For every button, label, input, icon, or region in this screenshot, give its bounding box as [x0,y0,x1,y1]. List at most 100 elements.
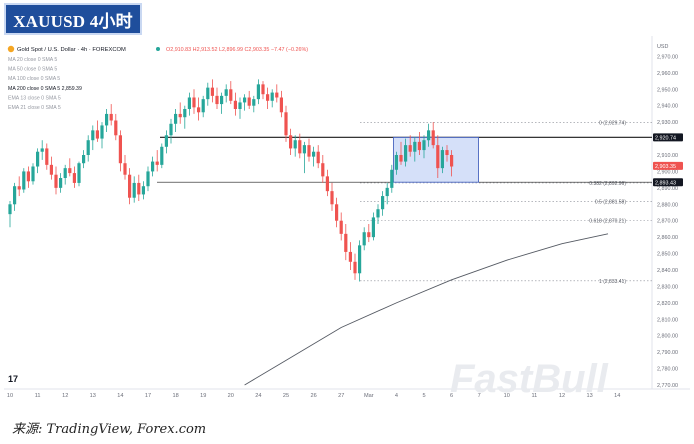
candle-body [298,140,302,154]
candle-body [243,97,247,103]
price-tag [653,178,683,187]
candle-body [353,261,357,274]
x-tick-label: Mar [364,393,374,399]
x-tick-label: 12 [559,393,565,399]
x-tick-label: 4 [395,393,398,399]
candle-body [45,148,49,165]
candle-body [91,130,95,141]
x-tick-label: 20 [228,393,234,399]
candle-body [408,145,412,152]
candle-body [422,140,426,151]
candle-body [137,182,141,195]
candle-body [183,109,187,118]
x-tick-label: 19 [200,393,206,399]
candle-body [201,99,205,113]
candle-body [330,191,334,205]
candle-body [348,251,352,262]
candle-body [385,187,389,197]
candle-body [13,186,17,205]
y-tick-label: 2,840.00 [657,268,678,274]
candle-body [399,155,403,162]
price-tag [653,133,683,142]
candle-body [390,169,394,188]
candle-body [197,107,201,113]
candle-body [160,146,164,165]
candle-body [95,130,99,139]
x-tick-label: 13 [586,393,592,399]
y-tick-label: 2,780.00 [657,367,678,373]
candle-body [220,95,224,105]
candle-body [206,87,210,100]
candle-body [427,130,431,141]
indicator-legend: MA 50 close 0 SMA 5 [8,67,57,73]
x-tick-label: 17 [145,393,151,399]
y-tick-label: 2,930.00 [657,120,678,126]
price-tag [653,161,683,170]
x-tick-label: 25 [283,393,289,399]
candle-body [312,151,316,157]
candle-body [261,84,265,95]
candle-body [284,112,288,136]
x-tick-label: 26 [310,393,316,399]
y-tick-label: 2,820.00 [657,301,678,307]
x-tick-label: 10 [7,393,13,399]
y-tick-label: 2,800.00 [657,334,678,340]
y-tick-label: 2,860.00 [657,235,678,241]
fastbull-watermark: FastBull [450,357,609,401]
candle-body [141,186,145,195]
price-tag-label: 2,903.35 [655,164,676,170]
y-tick-label: 2,940.00 [657,104,678,110]
candle-body [302,145,306,154]
fib-level-label: 0.382 (2,892.96) [589,181,626,187]
candle-body [36,151,40,167]
candle-body [59,178,63,188]
y-tick-label: 2,870.00 [657,219,678,225]
y-tick-label: 2,950.00 [657,87,678,93]
candle-body [289,135,293,149]
y-tick-label: 2,970.00 [657,54,678,60]
candle-body [247,97,251,106]
x-tick-label: 6 [450,393,453,399]
candle-body [118,135,122,164]
candle-body [26,171,30,182]
source-caption: 来源: TradingView, Forex.com [12,422,207,437]
candle-body [376,209,380,218]
y-tick-label: 2,850.00 [657,252,678,258]
candle-body [123,163,127,175]
candle-body [307,145,311,157]
candle-body [233,100,237,109]
candle-body [155,161,159,165]
candle-body [362,232,366,246]
x-tick-label: 10 [504,393,510,399]
candle-body [187,97,191,109]
fib-level-label: 1 (2,833.41) [599,279,626,285]
y-tick-label: 2,960.00 [657,71,678,77]
candle-body [440,150,444,169]
x-tick-label: 11 [35,393,41,399]
y-tick-label: 2,880.00 [657,202,678,208]
candle-body [381,196,385,210]
ohlc-header: O2,910.83 H2,913.52 L2,896.99 C2,903.35 … [166,47,308,53]
candle-body [215,95,219,105]
candle-body [164,135,168,147]
ma200-line [244,233,609,386]
symbol-header: Gold Spot / U.S. Dollar · 4h · FOREXCOM [17,47,126,53]
x-tick-label: 18 [172,393,178,399]
candle-body [100,125,104,139]
candle-body [394,155,398,170]
fib-level-label: 0.5 (2,881.58) [595,200,626,206]
candle-body [22,171,26,190]
x-tick-label: 13 [90,393,96,399]
x-tick-label: 14 [614,393,620,399]
indicator-legend: EMA 21 close 0 SMA 5 [8,105,61,111]
candle-body [82,155,86,164]
tradingview-logo-icon: 17 [8,374,18,384]
x-tick-label: 5 [422,393,425,399]
candle-body [169,123,173,136]
candle-body [404,145,408,162]
candle-body [316,151,320,164]
candle-body [68,168,72,174]
y-tick-label: 2,810.00 [657,317,678,323]
